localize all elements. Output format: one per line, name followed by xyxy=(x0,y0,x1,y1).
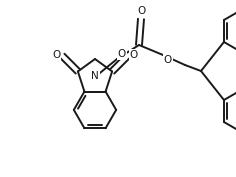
Text: O: O xyxy=(130,50,138,60)
Text: N: N xyxy=(91,71,99,81)
Text: O: O xyxy=(52,50,60,60)
Text: O: O xyxy=(164,55,172,65)
Text: O: O xyxy=(137,6,145,16)
Text: O: O xyxy=(118,49,126,59)
